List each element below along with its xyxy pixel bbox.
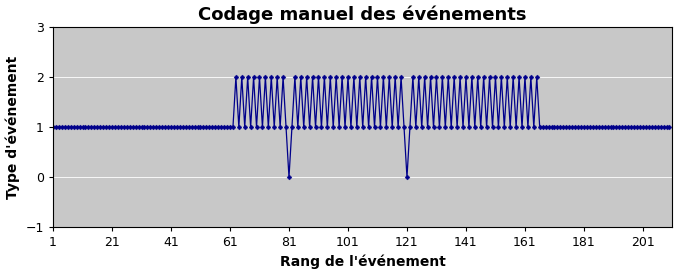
Y-axis label: Type d'événement: Type d'événement: [5, 56, 20, 199]
X-axis label: Rang de l'événement: Rang de l'événement: [280, 255, 445, 270]
Title: Codage manuel des événements: Codage manuel des événements: [199, 6, 527, 24]
